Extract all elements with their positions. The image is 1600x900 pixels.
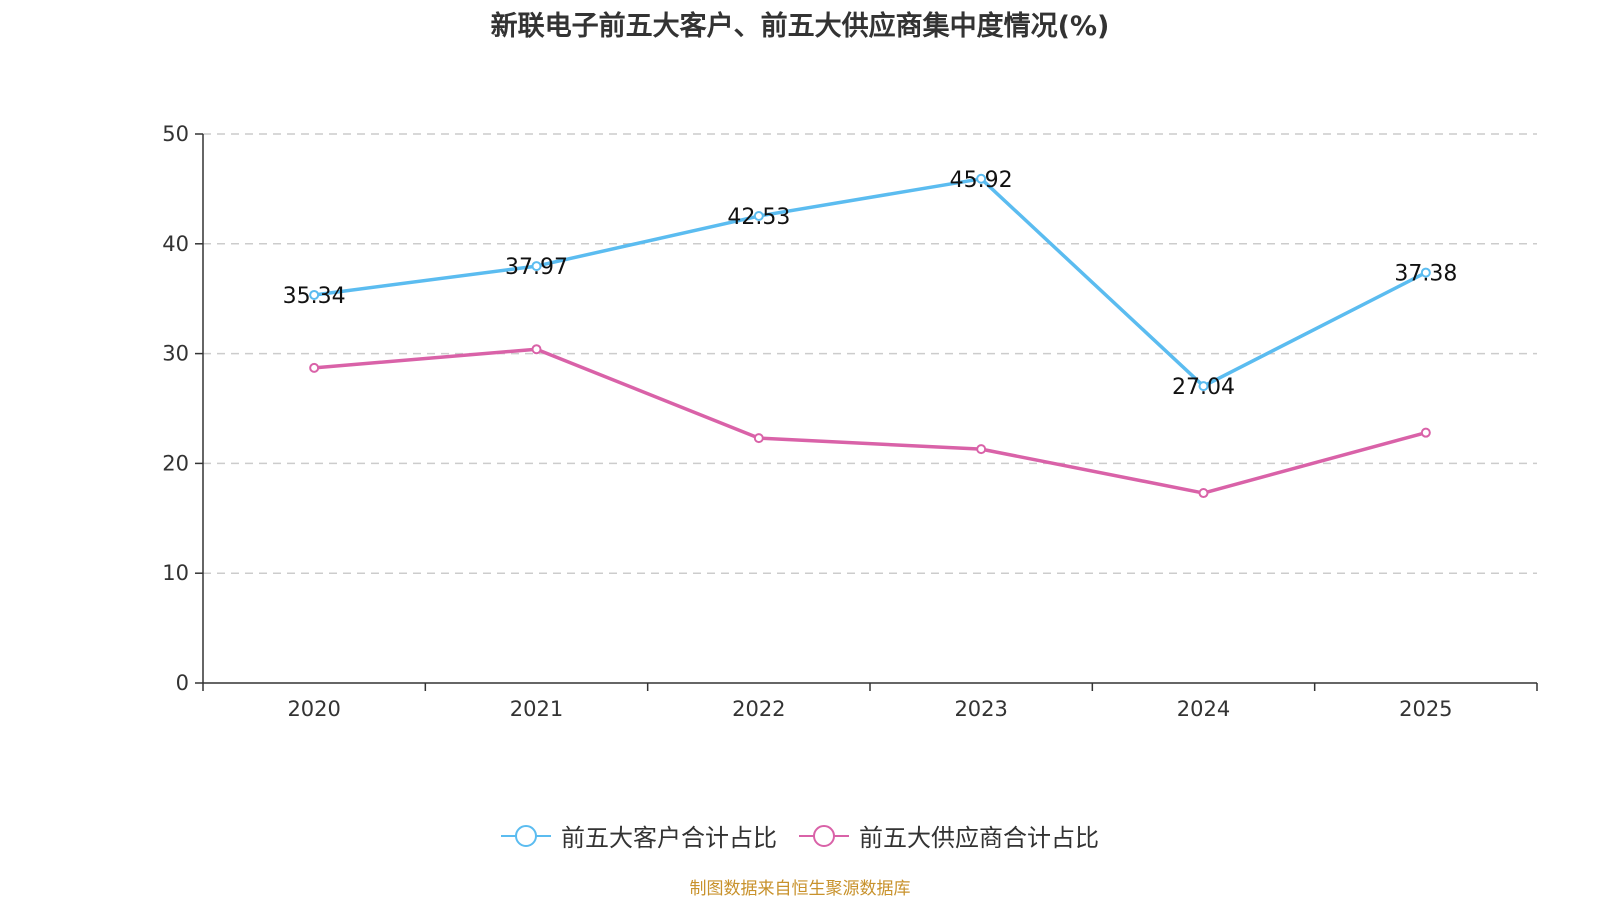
source-note: 制图数据来自恒生聚源数据库: [689, 879, 911, 899]
legend: 前五大客户合计占比 前五大供应商合计占比: [0, 818, 1600, 853]
x-tick-label: 2022: [732, 697, 785, 721]
chart-title: 新联电子前五大客户、前五大供应商集中度情况(%): [490, 11, 1110, 42]
data-point: [1420, 267, 1431, 278]
data-point: [753, 433, 764, 444]
line-chart: 0 10 20 30 40 50 2020 2021 2022 2023 2024 2025 35.34…: [162, 122, 1538, 721]
x-tick-label: 2020: [287, 697, 340, 721]
series-line-0: [313, 177, 1427, 388]
legend-item-customers[interactable]: 前五大客户合计占比: [501, 818, 777, 853]
legend-marker-customers-icon: [501, 824, 551, 847]
data-label: 37.97: [505, 255, 568, 280]
data-label: 37.38: [1394, 262, 1457, 287]
y-tick-label: 0: [176, 671, 189, 695]
data-point: [1198, 488, 1209, 499]
data-point: [531, 344, 542, 355]
x-tick-label: 2021: [510, 697, 563, 721]
data-point: [1420, 427, 1431, 438]
data-point: [309, 362, 320, 373]
data-label: 27.04: [1172, 375, 1235, 400]
data-point: [753, 211, 764, 222]
x-tick-label: 2024: [1177, 697, 1230, 721]
data-point: [1198, 381, 1209, 392]
data-point: [976, 173, 987, 184]
y-tick-label: 20: [162, 451, 189, 475]
legend-label-customers: 前五大客户合计占比: [561, 824, 777, 852]
y-tick-label: 40: [162, 232, 189, 256]
y-tick-label: 30: [162, 342, 189, 366]
data-point: [309, 289, 320, 300]
legend-marker-suppliers-icon: [799, 824, 849, 847]
x-tick-label: 2023: [954, 697, 1007, 721]
y-tick-label: 10: [162, 561, 189, 585]
legend-item-suppliers[interactable]: 前五大供应商合计占比: [799, 818, 1099, 853]
y-tick-label: 50: [162, 122, 189, 146]
series-line-1: [314, 347, 1427, 495]
data-point: [976, 444, 987, 455]
x-tick-label: 2025: [1399, 697, 1452, 721]
legend-label-suppliers: 前五大供应商合计占比: [859, 824, 1099, 852]
data-label: 45.92: [950, 168, 1013, 193]
data-label: 42.53: [727, 205, 790, 230]
data-label: 35.34: [283, 284, 346, 309]
data-point: [531, 261, 542, 272]
